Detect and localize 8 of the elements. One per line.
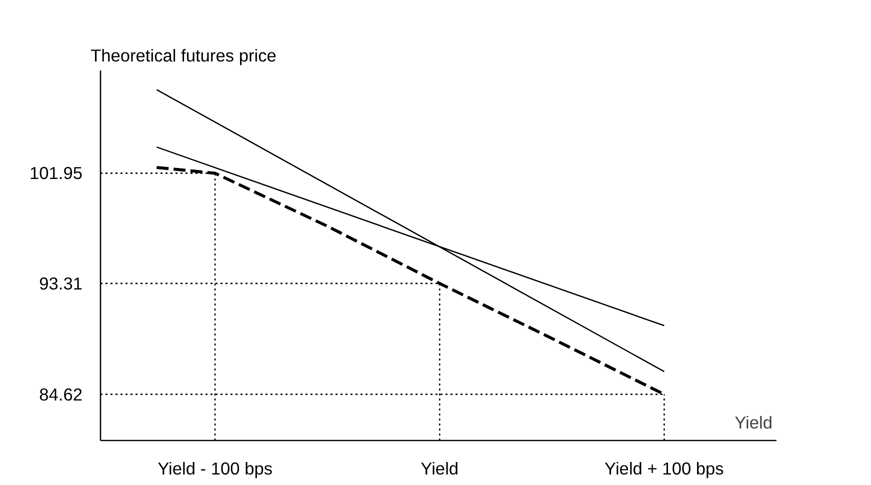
x-tick-label: Yield - 100 bps bbox=[158, 458, 273, 478]
x-tick-label: Yield + 100 bps bbox=[604, 458, 724, 478]
y-tick-label: 93.31 bbox=[39, 273, 83, 294]
y-tick-label: 101.95 bbox=[30, 163, 82, 184]
y-axis-title: Theoretical futures price bbox=[90, 46, 276, 66]
y-tick-label: 84.62 bbox=[39, 384, 83, 404]
x-axis-title: Yield bbox=[734, 412, 772, 432]
x-tick-label: Yield bbox=[420, 458, 459, 478]
